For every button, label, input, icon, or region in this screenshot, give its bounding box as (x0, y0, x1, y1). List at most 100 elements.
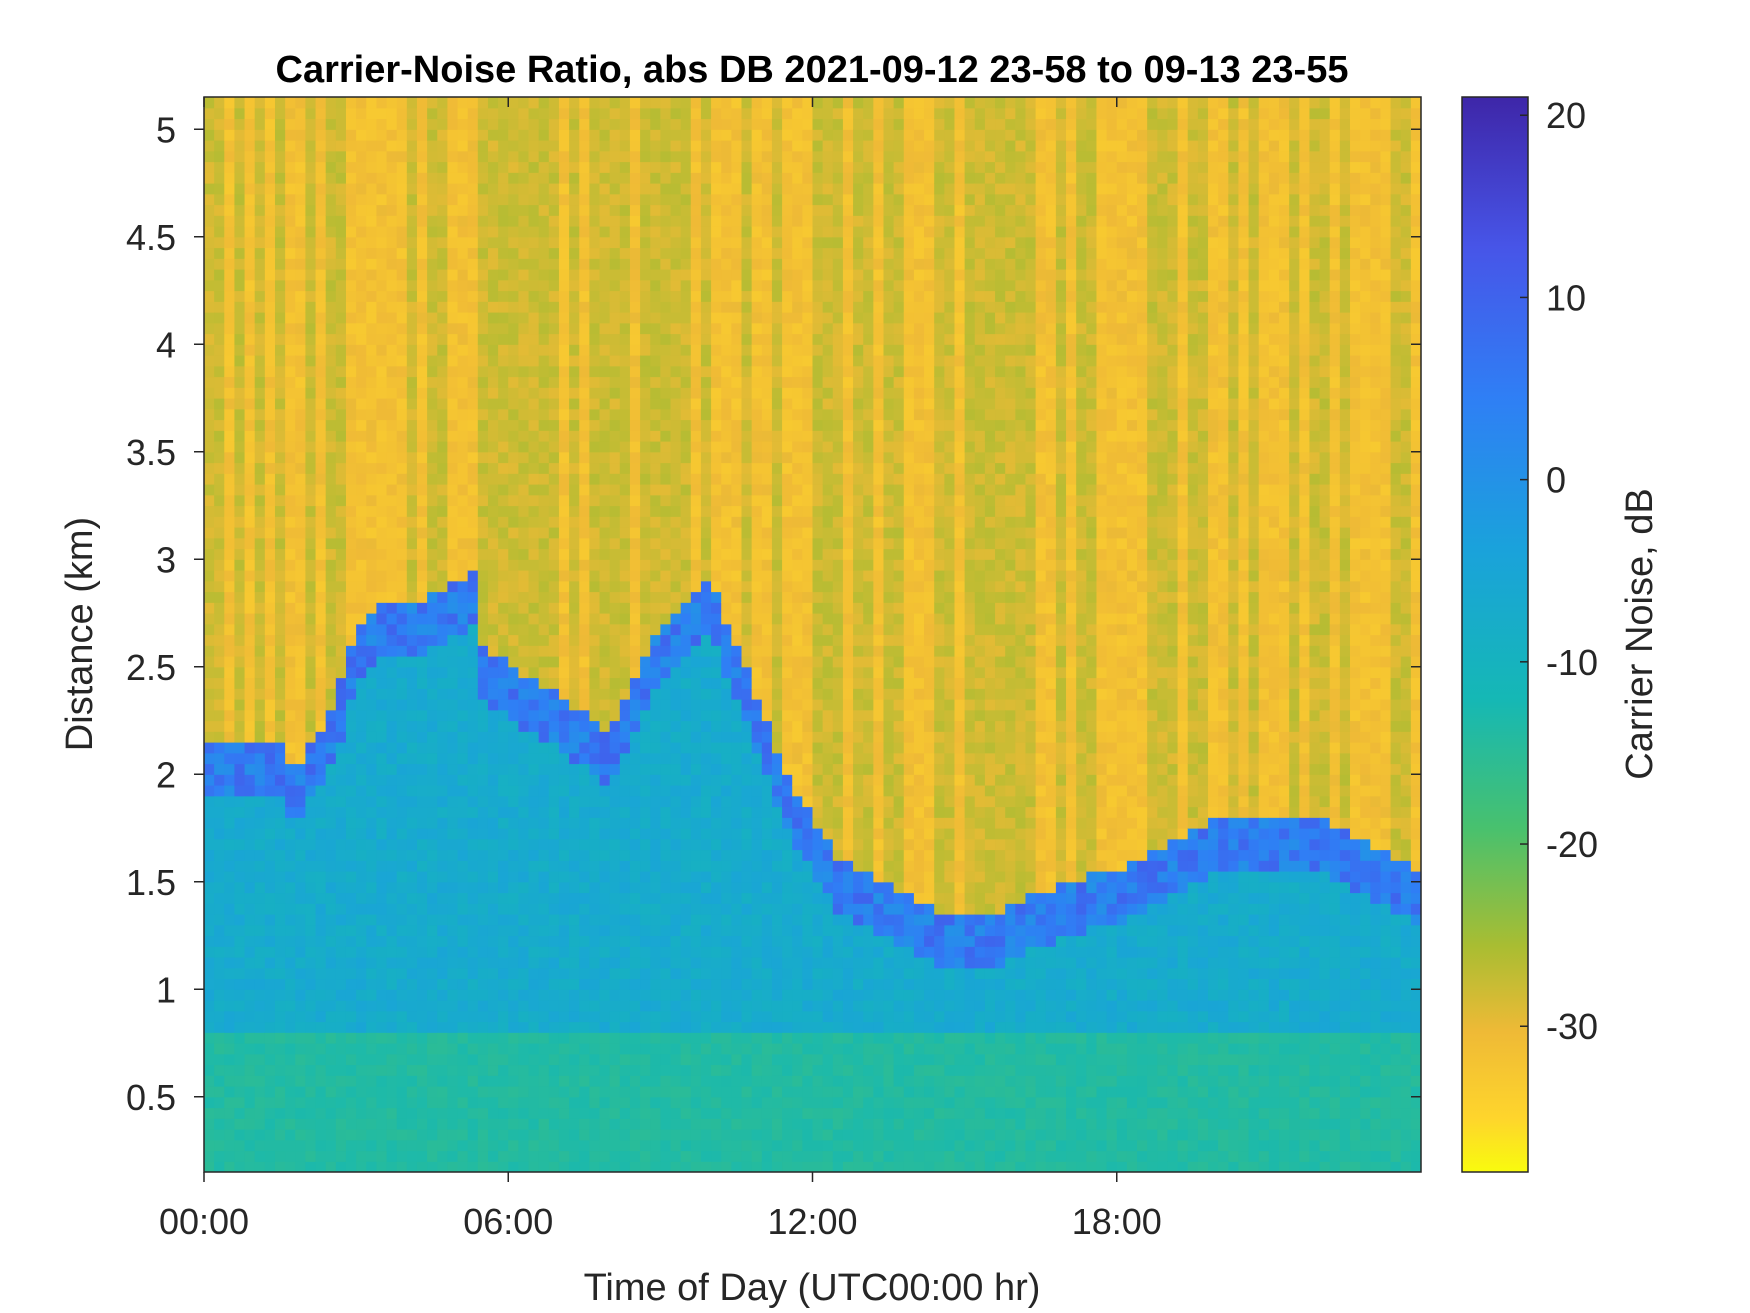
heatmap-cell (345, 269, 357, 281)
heatmap-cell (224, 677, 236, 689)
heatmap-cell (477, 322, 489, 335)
heatmap-cell (274, 1129, 286, 1141)
heatmap-cell (356, 1107, 367, 1119)
heatmap-cell (274, 602, 286, 614)
heatmap-cell (345, 559, 357, 571)
heatmap-cell (680, 161, 692, 173)
heatmap-cell (224, 623, 236, 636)
heatmap-cell (224, 333, 236, 345)
heatmap-cell (650, 387, 661, 399)
heatmap-cell (305, 505, 317, 517)
heatmap-cell (386, 484, 398, 496)
heatmap-cell (335, 269, 347, 281)
heatmap-cell (325, 118, 337, 130)
heatmap-cell (325, 699, 337, 711)
heatmap-cell (467, 591, 479, 603)
heatmap-cell (498, 1064, 509, 1076)
heatmap-cell (224, 1010, 236, 1023)
heatmap-cell (335, 957, 347, 969)
heatmap-cell (234, 226, 246, 238)
heatmap-cell (295, 484, 307, 496)
heatmap-cell (609, 849, 621, 861)
heatmap-cell (487, 1139, 499, 1152)
heatmap-cell (325, 494, 337, 507)
heatmap-cell (295, 97, 307, 109)
heatmap-cell (204, 656, 215, 668)
heatmap-cell (629, 1086, 641, 1098)
heatmap-cell (477, 430, 489, 442)
heatmap-cell (640, 666, 651, 679)
heatmap-cell (508, 279, 519, 292)
heatmap-cell (508, 290, 519, 302)
heatmap-cell (640, 322, 651, 335)
heatmap-cell (660, 451, 672, 464)
heatmap-cell (528, 312, 540, 324)
heatmap-cell (427, 226, 438, 238)
heatmap-cell (274, 408, 286, 421)
heatmap-cell (498, 1053, 509, 1066)
heatmap-cell (548, 1021, 560, 1033)
heatmap-cell (589, 989, 601, 1001)
heatmap-cell (325, 527, 337, 539)
heatmap-cell (498, 989, 509, 1001)
heatmap-cell (406, 451, 418, 464)
heatmap-cell (264, 516, 276, 528)
heatmap-cell (244, 376, 256, 388)
heatmap-cell (224, 129, 236, 141)
heatmap-cell (264, 1010, 276, 1023)
heatmap-cell (518, 720, 530, 732)
heatmap-cell (437, 290, 448, 302)
heatmap-cell (345, 1107, 357, 1119)
heatmap-cell (599, 806, 611, 818)
heatmap-cell (498, 978, 509, 990)
heatmap-cell (224, 860, 236, 872)
heatmap-cell (589, 1064, 601, 1076)
heatmap-cell (356, 591, 367, 603)
heatmap-cell (376, 107, 388, 120)
heatmap-cell (356, 677, 367, 689)
heatmap-cell (548, 172, 560, 184)
heatmap-cell (619, 537, 631, 550)
heatmap-cell (285, 935, 296, 947)
heatmap-cell (487, 204, 499, 216)
heatmap-cell (700, 1107, 712, 1119)
heatmap-cell (315, 602, 327, 614)
heatmap-cell (264, 849, 276, 861)
heatmap-cell (538, 1086, 550, 1098)
heatmap-cell (467, 204, 479, 216)
heatmap-cell (548, 1161, 560, 1172)
heatmap-cell (244, 129, 256, 141)
heatmap-cell (558, 1161, 570, 1172)
heatmap-cell (538, 365, 550, 378)
heatmap-cell (214, 623, 225, 636)
heatmap-cell (528, 150, 540, 163)
heatmap-cell (477, 978, 489, 990)
heatmap-cell (416, 580, 428, 593)
heatmap-cell (234, 462, 246, 474)
heatmap-cell (538, 269, 550, 281)
heatmap-cell (254, 258, 266, 270)
heatmap-cell (416, 1150, 428, 1162)
heatmap-cell (376, 591, 388, 603)
heatmap-cell (447, 451, 459, 464)
heatmap-cell (477, 548, 489, 560)
heatmap-cell (609, 387, 621, 399)
heatmap-cell (274, 333, 286, 345)
heatmap-cell (477, 903, 489, 915)
heatmap-cell (660, 150, 672, 163)
heatmap-cell (204, 1000, 215, 1012)
heatmap-cell (244, 1064, 256, 1076)
heatmap-cell (558, 935, 570, 947)
heatmap-cell (660, 1000, 672, 1012)
heatmap-cell (508, 1129, 519, 1141)
heatmap-cell (366, 398, 378, 410)
heatmap-cell (437, 1021, 448, 1033)
heatmap-cell (285, 570, 296, 582)
heatmap-cell (366, 161, 378, 173)
heatmap-cell (437, 387, 448, 399)
heatmap-cell (295, 258, 307, 270)
heatmap-cell (295, 795, 307, 808)
heatmap-cell (629, 451, 641, 464)
heatmap-cell (315, 193, 327, 206)
heatmap-cell (670, 107, 682, 120)
